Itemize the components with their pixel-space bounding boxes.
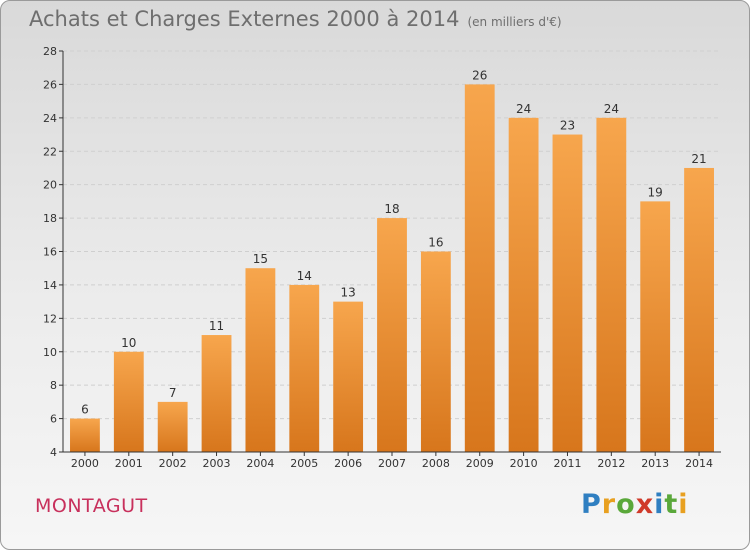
proxiti-logo: Proxiti bbox=[581, 489, 689, 520]
data-label-2013: 19 bbox=[648, 185, 663, 199]
bar-2013 bbox=[640, 201, 671, 452]
data-label-2008: 16 bbox=[428, 236, 443, 250]
data-label-2000: 6 bbox=[81, 403, 89, 417]
data-label-2012: 24 bbox=[604, 102, 619, 116]
y-tick-label: 18 bbox=[43, 212, 57, 225]
data-label-2006: 13 bbox=[340, 286, 355, 300]
bar-2008 bbox=[420, 251, 451, 452]
axes: 4 6 8 10 12 14 16 18 20 22 24 26 28 2000 2001 2002 2003 2… bbox=[43, 45, 721, 470]
data-label-2010: 24 bbox=[516, 102, 531, 116]
bar-2010 bbox=[508, 117, 539, 452]
bars bbox=[70, 84, 714, 453]
x-tick-label-2013: 2013 bbox=[641, 457, 669, 470]
y-tick-label: 16 bbox=[43, 246, 57, 259]
data-label-2011: 23 bbox=[560, 119, 575, 133]
x-tick-label-2011: 2011 bbox=[553, 457, 581, 470]
x-tick-label-2000: 2000 bbox=[71, 457, 99, 470]
data-label-2009: 26 bbox=[472, 68, 487, 82]
y-tick-label: 10 bbox=[43, 346, 57, 359]
y-tick-label: 28 bbox=[43, 45, 57, 58]
bar-2012 bbox=[596, 117, 627, 452]
y-tick-label: 12 bbox=[43, 312, 57, 325]
y-tick-label: 26 bbox=[43, 78, 57, 91]
x-tick-label-2004: 2004 bbox=[246, 457, 274, 470]
x-tick-label-2005: 2005 bbox=[290, 457, 318, 470]
bar-2004 bbox=[245, 268, 276, 452]
bar-2001 bbox=[113, 351, 144, 452]
y-tick-label: 8 bbox=[50, 379, 57, 392]
x-tick-label-2008: 2008 bbox=[422, 457, 450, 470]
data-label-2003: 11 bbox=[209, 319, 224, 333]
bar-2009 bbox=[464, 84, 495, 453]
logo-letter: o bbox=[616, 489, 636, 520]
x-tick-label-2001: 2001 bbox=[115, 457, 143, 470]
bar-2000 bbox=[70, 418, 100, 452]
logo-letter: x bbox=[635, 489, 655, 520]
y-tick-label: 4 bbox=[50, 446, 57, 459]
y-tick-label: 14 bbox=[43, 279, 57, 292]
x-tick-label-2002: 2002 bbox=[159, 457, 187, 470]
logo-letter: P bbox=[581, 489, 602, 520]
x-tick-label-2006: 2006 bbox=[334, 457, 362, 470]
commune-name: MONTAGUT bbox=[35, 495, 148, 517]
bar-2007 bbox=[377, 218, 407, 452]
x-tick-label-2003: 2003 bbox=[203, 457, 231, 470]
y-tick-label: 20 bbox=[43, 179, 57, 192]
chart-subtitle: (en milliers d'€) bbox=[467, 15, 562, 29]
bar-2003 bbox=[201, 335, 232, 452]
y-tick-label: 6 bbox=[50, 413, 57, 426]
chart-title-text: Achats et Charges Externes 2000 à 2014 bbox=[29, 7, 460, 31]
data-label-2014: 21 bbox=[691, 152, 706, 166]
x-tick-label-2009: 2009 bbox=[466, 457, 494, 470]
logo-letter: t bbox=[664, 489, 679, 520]
bar-2014 bbox=[684, 167, 714, 453]
logo-letter: r bbox=[601, 489, 617, 520]
x-tick-label-2014: 2014 bbox=[685, 457, 713, 470]
data-label-2007: 18 bbox=[384, 202, 399, 216]
data-label-2004: 15 bbox=[253, 252, 268, 266]
bar-2002 bbox=[157, 401, 188, 452]
bar-2005 bbox=[289, 284, 320, 452]
chart-title: Achats et Charges Externes 2000 à 2014 (e… bbox=[29, 7, 562, 31]
data-label-2001: 10 bbox=[121, 336, 136, 350]
y-tick-label: 24 bbox=[43, 112, 57, 125]
y-tick-label: 22 bbox=[43, 145, 57, 158]
x-tick-label-2007: 2007 bbox=[378, 457, 406, 470]
logo-letter: i bbox=[678, 489, 689, 520]
data-label-2005: 14 bbox=[297, 269, 312, 283]
bar-2006 bbox=[333, 301, 364, 452]
x-tick-label-2012: 2012 bbox=[597, 457, 625, 470]
logo-letter: i bbox=[654, 489, 665, 520]
labels: 6 10 7 11 15 14 13 18 16 26 24 23 24 19 21 bbox=[81, 68, 707, 416]
data-label-2002: 7 bbox=[169, 386, 177, 400]
x-tick-label-2010: 2010 bbox=[510, 457, 538, 470]
bar-2011 bbox=[552, 134, 583, 452]
